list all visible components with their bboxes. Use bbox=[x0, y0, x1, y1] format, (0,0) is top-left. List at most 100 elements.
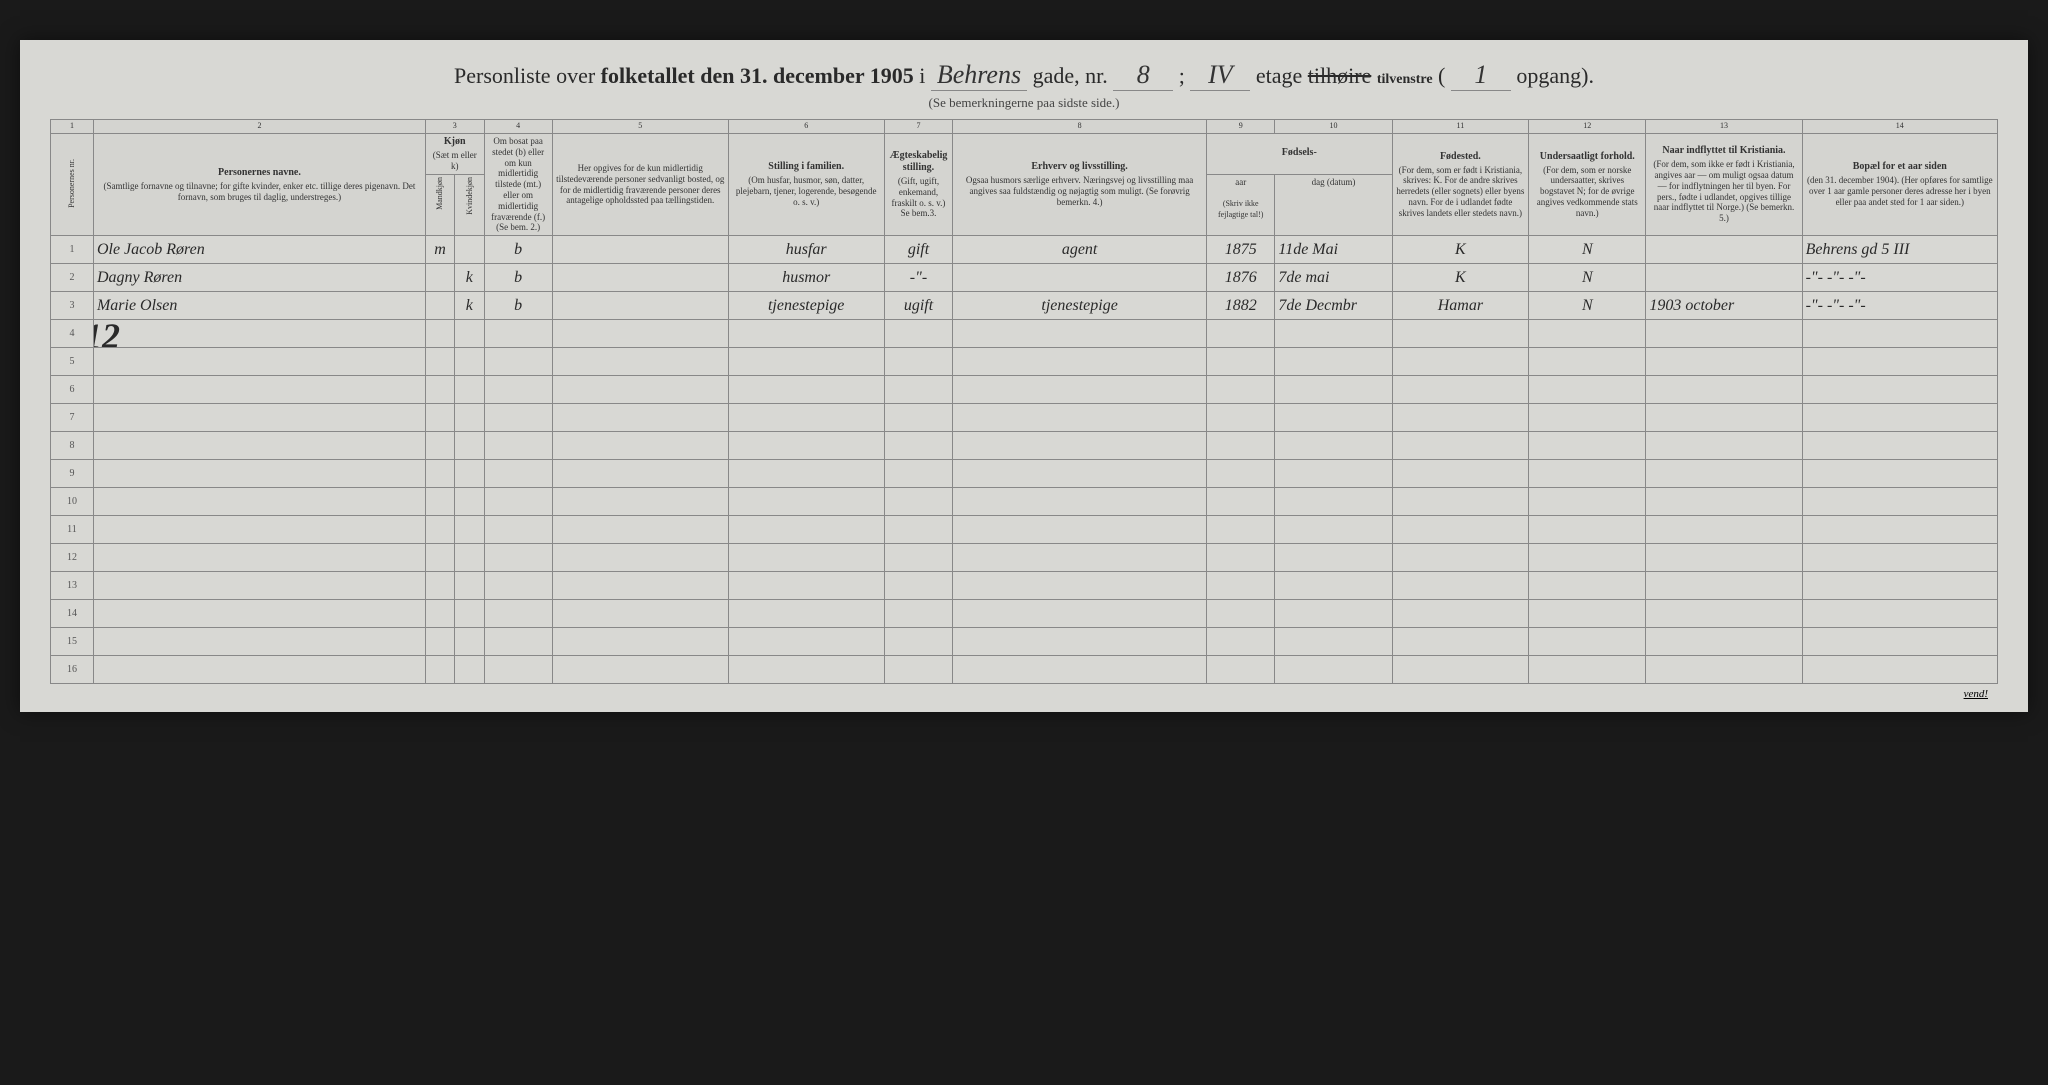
row-number: 3 bbox=[51, 292, 94, 320]
cell-nationality bbox=[1529, 516, 1646, 544]
cell-residence bbox=[484, 320, 552, 348]
cell-nationality bbox=[1529, 348, 1646, 376]
cell-occupation bbox=[953, 404, 1207, 432]
cell-day bbox=[1275, 348, 1392, 376]
cell-marital bbox=[884, 656, 952, 684]
cell-marital bbox=[884, 348, 952, 376]
cell-address: -"- -"- -"- bbox=[1802, 292, 1997, 320]
title-row: Personliste over folketallet den 31. dec… bbox=[50, 60, 1998, 95]
table-row: 13 bbox=[51, 572, 1998, 600]
cell-marital bbox=[884, 432, 952, 460]
row-number: 2 bbox=[51, 264, 94, 292]
cell-sex-m bbox=[425, 656, 454, 684]
cell-occupation bbox=[953, 628, 1207, 656]
cell-sex-m bbox=[425, 516, 454, 544]
cell-year bbox=[1207, 572, 1275, 600]
cell-sex-m bbox=[425, 348, 454, 376]
cell-sex-m bbox=[425, 292, 454, 320]
cell-moved bbox=[1646, 656, 1802, 684]
cell-sex-m bbox=[425, 264, 454, 292]
cell-year bbox=[1207, 628, 1275, 656]
colnum: 11 bbox=[1392, 120, 1529, 134]
cell-sex-k bbox=[455, 628, 484, 656]
cell-address bbox=[1802, 432, 1997, 460]
row-number: 10 bbox=[51, 488, 94, 516]
cell-marital bbox=[884, 460, 952, 488]
cell-nationality bbox=[1529, 600, 1646, 628]
cell-family: husmor bbox=[728, 264, 884, 292]
cell-sex-k bbox=[455, 404, 484, 432]
cell-sex-k bbox=[455, 236, 484, 264]
colnum: 13 bbox=[1646, 120, 1802, 134]
cell-nationality bbox=[1529, 628, 1646, 656]
cell-residence bbox=[484, 460, 552, 488]
cell-moved bbox=[1646, 572, 1802, 600]
cell-family bbox=[728, 628, 884, 656]
table-body: 1Ole Jacob Rørenmbhusfargiftagent187511d… bbox=[51, 236, 1998, 684]
cell-marital bbox=[884, 488, 952, 516]
cell-sex-m bbox=[425, 600, 454, 628]
cell-away bbox=[552, 516, 728, 544]
cell-residence bbox=[484, 572, 552, 600]
cell-name bbox=[93, 404, 425, 432]
table-row: 15 bbox=[51, 628, 1998, 656]
cell-year bbox=[1207, 432, 1275, 460]
cell-nationality bbox=[1529, 404, 1646, 432]
cell-birthplace bbox=[1392, 628, 1529, 656]
colnum: 7 bbox=[884, 120, 952, 134]
row-number: 6 bbox=[51, 376, 94, 404]
cell-birthplace: K bbox=[1392, 264, 1529, 292]
cell-nationality bbox=[1529, 460, 1646, 488]
cell-year bbox=[1207, 600, 1275, 628]
cell-away bbox=[552, 600, 728, 628]
cell-name bbox=[93, 516, 425, 544]
cell-birthplace bbox=[1392, 572, 1529, 600]
cell-nationality: N bbox=[1529, 236, 1646, 264]
cell-residence bbox=[484, 404, 552, 432]
cell-name bbox=[93, 656, 425, 684]
table-row: 14 bbox=[51, 600, 1998, 628]
title-mid4: etage bbox=[1256, 63, 1308, 88]
annotation-twelve: 12 bbox=[93, 320, 120, 348]
cell-marital bbox=[884, 600, 952, 628]
census-document: Personliste over folketallet den 31. dec… bbox=[20, 40, 2028, 712]
title-prefix: Personliste over bbox=[454, 63, 601, 88]
colnum: 2 bbox=[93, 120, 425, 134]
cell-birthplace bbox=[1392, 376, 1529, 404]
cell-moved bbox=[1646, 320, 1802, 348]
cell-sex-k bbox=[455, 656, 484, 684]
cell-day bbox=[1275, 460, 1392, 488]
street-name: Behrens bbox=[931, 60, 1027, 91]
cell-day bbox=[1275, 572, 1392, 600]
cell-address bbox=[1802, 488, 1997, 516]
side-struck: tilhøire bbox=[1308, 63, 1372, 88]
cell-year bbox=[1207, 488, 1275, 516]
cell-marital: gift bbox=[884, 236, 952, 264]
cell-nationality bbox=[1529, 488, 1646, 516]
colnum: 9 bbox=[1207, 120, 1275, 134]
cell-moved bbox=[1646, 264, 1802, 292]
cell-marital: -"- bbox=[884, 264, 952, 292]
cell-away bbox=[552, 320, 728, 348]
census-table: 1 2 3 4 5 6 7 8 9 10 11 12 13 14 Persone… bbox=[50, 119, 1998, 684]
cell-name: 12 bbox=[93, 320, 425, 348]
cell-sex-m: m bbox=[425, 236, 454, 264]
table-row: 6 bbox=[51, 376, 1998, 404]
cell-name bbox=[93, 628, 425, 656]
row-number: 11 bbox=[51, 516, 94, 544]
colnum: 12 bbox=[1529, 120, 1646, 134]
cell-name bbox=[93, 544, 425, 572]
table-row: 5 bbox=[51, 348, 1998, 376]
cell-address bbox=[1802, 656, 1997, 684]
cell-family bbox=[728, 600, 884, 628]
table-row: 7 bbox=[51, 404, 1998, 432]
col-nationality: Undersaatligt forhold.(For dem, som er n… bbox=[1529, 134, 1646, 236]
cell-sex-k bbox=[455, 432, 484, 460]
cell-moved bbox=[1646, 628, 1802, 656]
row-number: 4 bbox=[51, 320, 94, 348]
cell-year bbox=[1207, 376, 1275, 404]
cell-day: 7de mai bbox=[1275, 264, 1392, 292]
cell-name bbox=[93, 348, 425, 376]
cell-nationality: N bbox=[1529, 264, 1646, 292]
colnum: 3 bbox=[425, 120, 484, 134]
